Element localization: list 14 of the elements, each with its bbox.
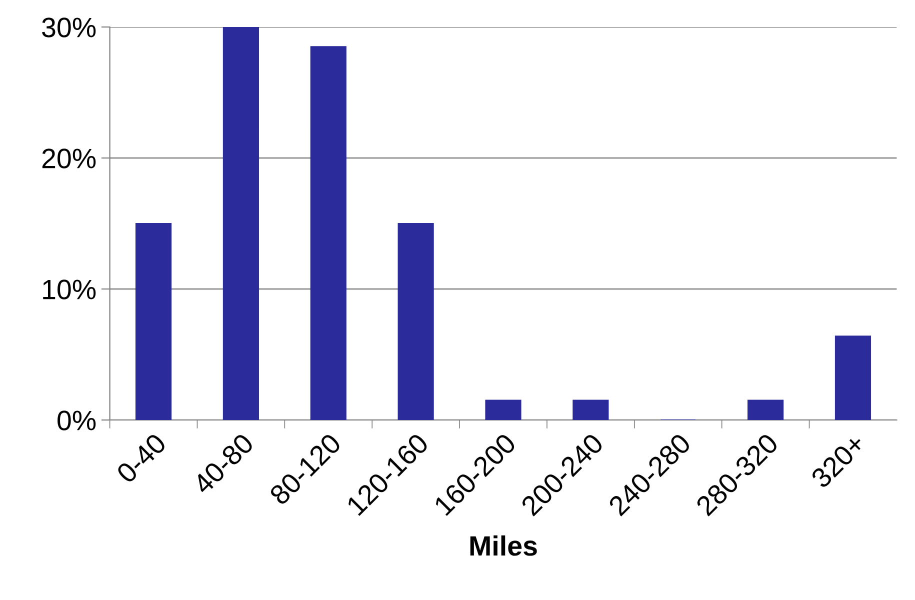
- x-axis-title: Miles: [470, 535, 537, 556]
- bar: [485, 400, 522, 420]
- x-tick-label: 0-40: [115, 432, 168, 484]
- bar: [398, 222, 434, 420]
- bar: [748, 400, 784, 420]
- y-tick-label: 0%: [58, 410, 96, 430]
- y-tick-label: 20%: [42, 148, 96, 168]
- bar: [834, 336, 872, 420]
- bar: [222, 27, 259, 420]
- bar: [310, 46, 346, 420]
- bar: [135, 222, 172, 420]
- y-tick-label: 10%: [43, 280, 96, 300]
- bar: [572, 400, 609, 420]
- y-tick-label: 30%: [42, 18, 96, 38]
